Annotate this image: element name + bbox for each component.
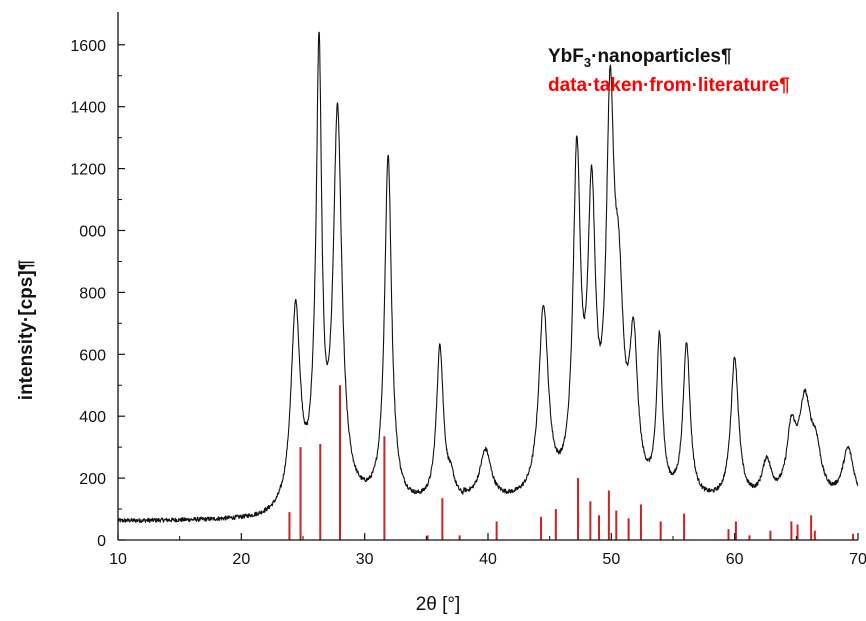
series-line-nanoparticles <box>117 31 859 524</box>
y-tick-label: 200 <box>79 471 106 488</box>
x-tick-label: 20 <box>232 551 250 568</box>
x-axis-ticks: 10 20 30 40 50 60 70 <box>109 533 866 568</box>
y-tick-label: 1600 <box>70 38 106 55</box>
plot-area <box>117 31 859 540</box>
x-tick-label: 70 <box>849 551 866 568</box>
x-tick-label: 10 <box>109 551 127 568</box>
y-tick-label: 0 <box>97 533 106 550</box>
legend-entry-literature: data·taken·from·literature¶ <box>548 75 790 96</box>
x-tick-label: 40 <box>479 551 497 568</box>
legend: YbF3·nanoparticles¶ data·taken·from·lite… <box>548 46 790 96</box>
y-tick-label: 1200 <box>70 162 106 179</box>
x-tick-label: 50 <box>602 551 620 568</box>
x-axis-title: 2θ [°] <box>416 594 461 615</box>
legend-nano-rest: ·nanoparticles¶ <box>591 46 731 67</box>
literature-sticks <box>288 385 855 540</box>
legend-nano-main: YbF <box>548 46 584 67</box>
legend-nano-sub: 3 <box>584 55 591 70</box>
x-tick-label: 30 <box>356 551 374 568</box>
y-tick-label: 000 <box>79 224 106 241</box>
x-tick-label: 60 <box>726 551 744 568</box>
x-axis: 10 20 30 40 50 60 70 <box>109 533 866 568</box>
y-tick-label: 400 <box>79 409 106 426</box>
y-axis-title: intensity·[cps]¶ <box>16 260 37 400</box>
y-tick-label: 1400 <box>70 100 106 117</box>
y-tick-label: 600 <box>79 347 106 364</box>
y-axis-ticks: 0 200 400 600 800 000 1200 1400 1600 <box>70 38 125 550</box>
y-tick-label: 800 <box>79 285 106 302</box>
y-axis: 0 200 400 600 800 000 1200 1400 1600 <box>70 12 125 550</box>
legend-entry-nanoparticles: YbF3·nanoparticles¶ <box>548 46 732 70</box>
